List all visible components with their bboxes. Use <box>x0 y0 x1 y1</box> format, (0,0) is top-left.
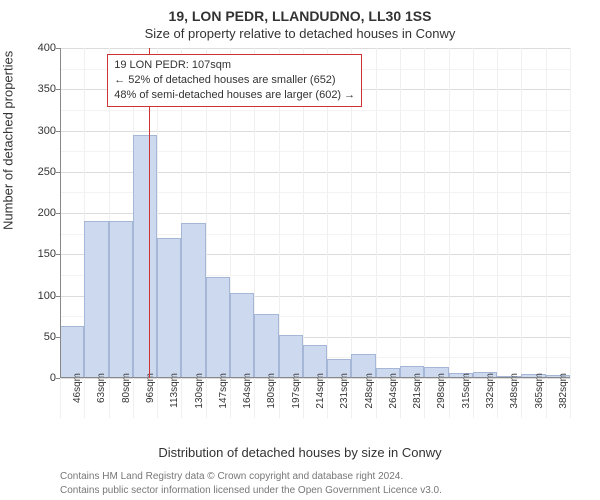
x-tick-label: 281sqm <box>412 373 423 409</box>
x-axis-label: Distribution of detached houses by size … <box>0 445 600 460</box>
y-tick-label: 400 <box>24 42 56 54</box>
y-tick-label: 350 <box>24 83 56 95</box>
x-tick-label: 180sqm <box>266 373 277 409</box>
y-axis-label: Number of detached properties <box>1 51 16 230</box>
annotation-box: 19 LON PEDR: 107sqm← 52% of detached hou… <box>107 54 362 107</box>
y-tick-label: 300 <box>24 125 56 137</box>
annotation-line: 48% of semi-detached houses are larger (… <box>114 88 355 103</box>
y-tick-label: 150 <box>24 248 56 260</box>
x-tick-label: 332sqm <box>485 373 496 409</box>
x-tick-label: 315sqm <box>461 373 472 409</box>
x-tick-label: 382sqm <box>558 373 569 409</box>
x-tick-label: 130sqm <box>194 373 205 409</box>
annotation-line: ← 52% of detached houses are smaller (65… <box>114 73 355 88</box>
histogram-bar <box>60 326 84 378</box>
histogram-bar <box>230 293 254 378</box>
y-tick-label: 0 <box>24 372 56 384</box>
x-tick-label: 264sqm <box>388 373 399 409</box>
histogram-bar <box>84 221 108 378</box>
annotation-line: 19 LON PEDR: 107sqm <box>114 58 355 73</box>
x-tick-label: 231sqm <box>339 373 350 409</box>
x-tick-label: 214sqm <box>315 373 326 409</box>
x-tick-label: 348sqm <box>509 373 520 409</box>
histogram-bar <box>133 135 157 378</box>
x-tick-label: 197sqm <box>291 373 302 409</box>
y-tick-label: 250 <box>24 166 56 178</box>
x-tick-label: 113sqm <box>169 373 180 408</box>
attribution-line-2: Contains public sector information licen… <box>60 485 442 496</box>
histogram-bar <box>254 314 278 378</box>
histogram-bar <box>109 221 133 378</box>
histogram-bar <box>279 335 303 378</box>
x-tick-label: 365sqm <box>534 373 545 409</box>
y-tick-label: 100 <box>24 290 56 302</box>
page-title: 19, LON PEDR, LLANDUDNO, LL30 1SS <box>0 8 600 24</box>
histogram-bar <box>206 277 230 378</box>
grid-line <box>60 48 570 49</box>
x-tick-label: 248sqm <box>364 373 375 409</box>
histogram-bar <box>181 223 205 378</box>
x-tick-label: 164sqm <box>242 373 253 409</box>
grid-line <box>60 131 570 132</box>
chart-container: 19, LON PEDR, LLANDUDNO, LL30 1SS Size o… <box>0 0 600 500</box>
y-tick-label: 200 <box>24 207 56 219</box>
histogram-bar <box>157 238 181 378</box>
x-tick-label: 298sqm <box>436 373 447 409</box>
attribution-line-1: Contains HM Land Registry data © Crown c… <box>60 471 403 482</box>
y-tick-label: 50 <box>24 331 56 343</box>
x-tick-label: 147sqm <box>218 373 229 409</box>
page-subtitle: Size of property relative to detached ho… <box>0 26 600 41</box>
plot-area: 05010015020025030035040046sqm63sqm80sqm9… <box>60 48 570 418</box>
